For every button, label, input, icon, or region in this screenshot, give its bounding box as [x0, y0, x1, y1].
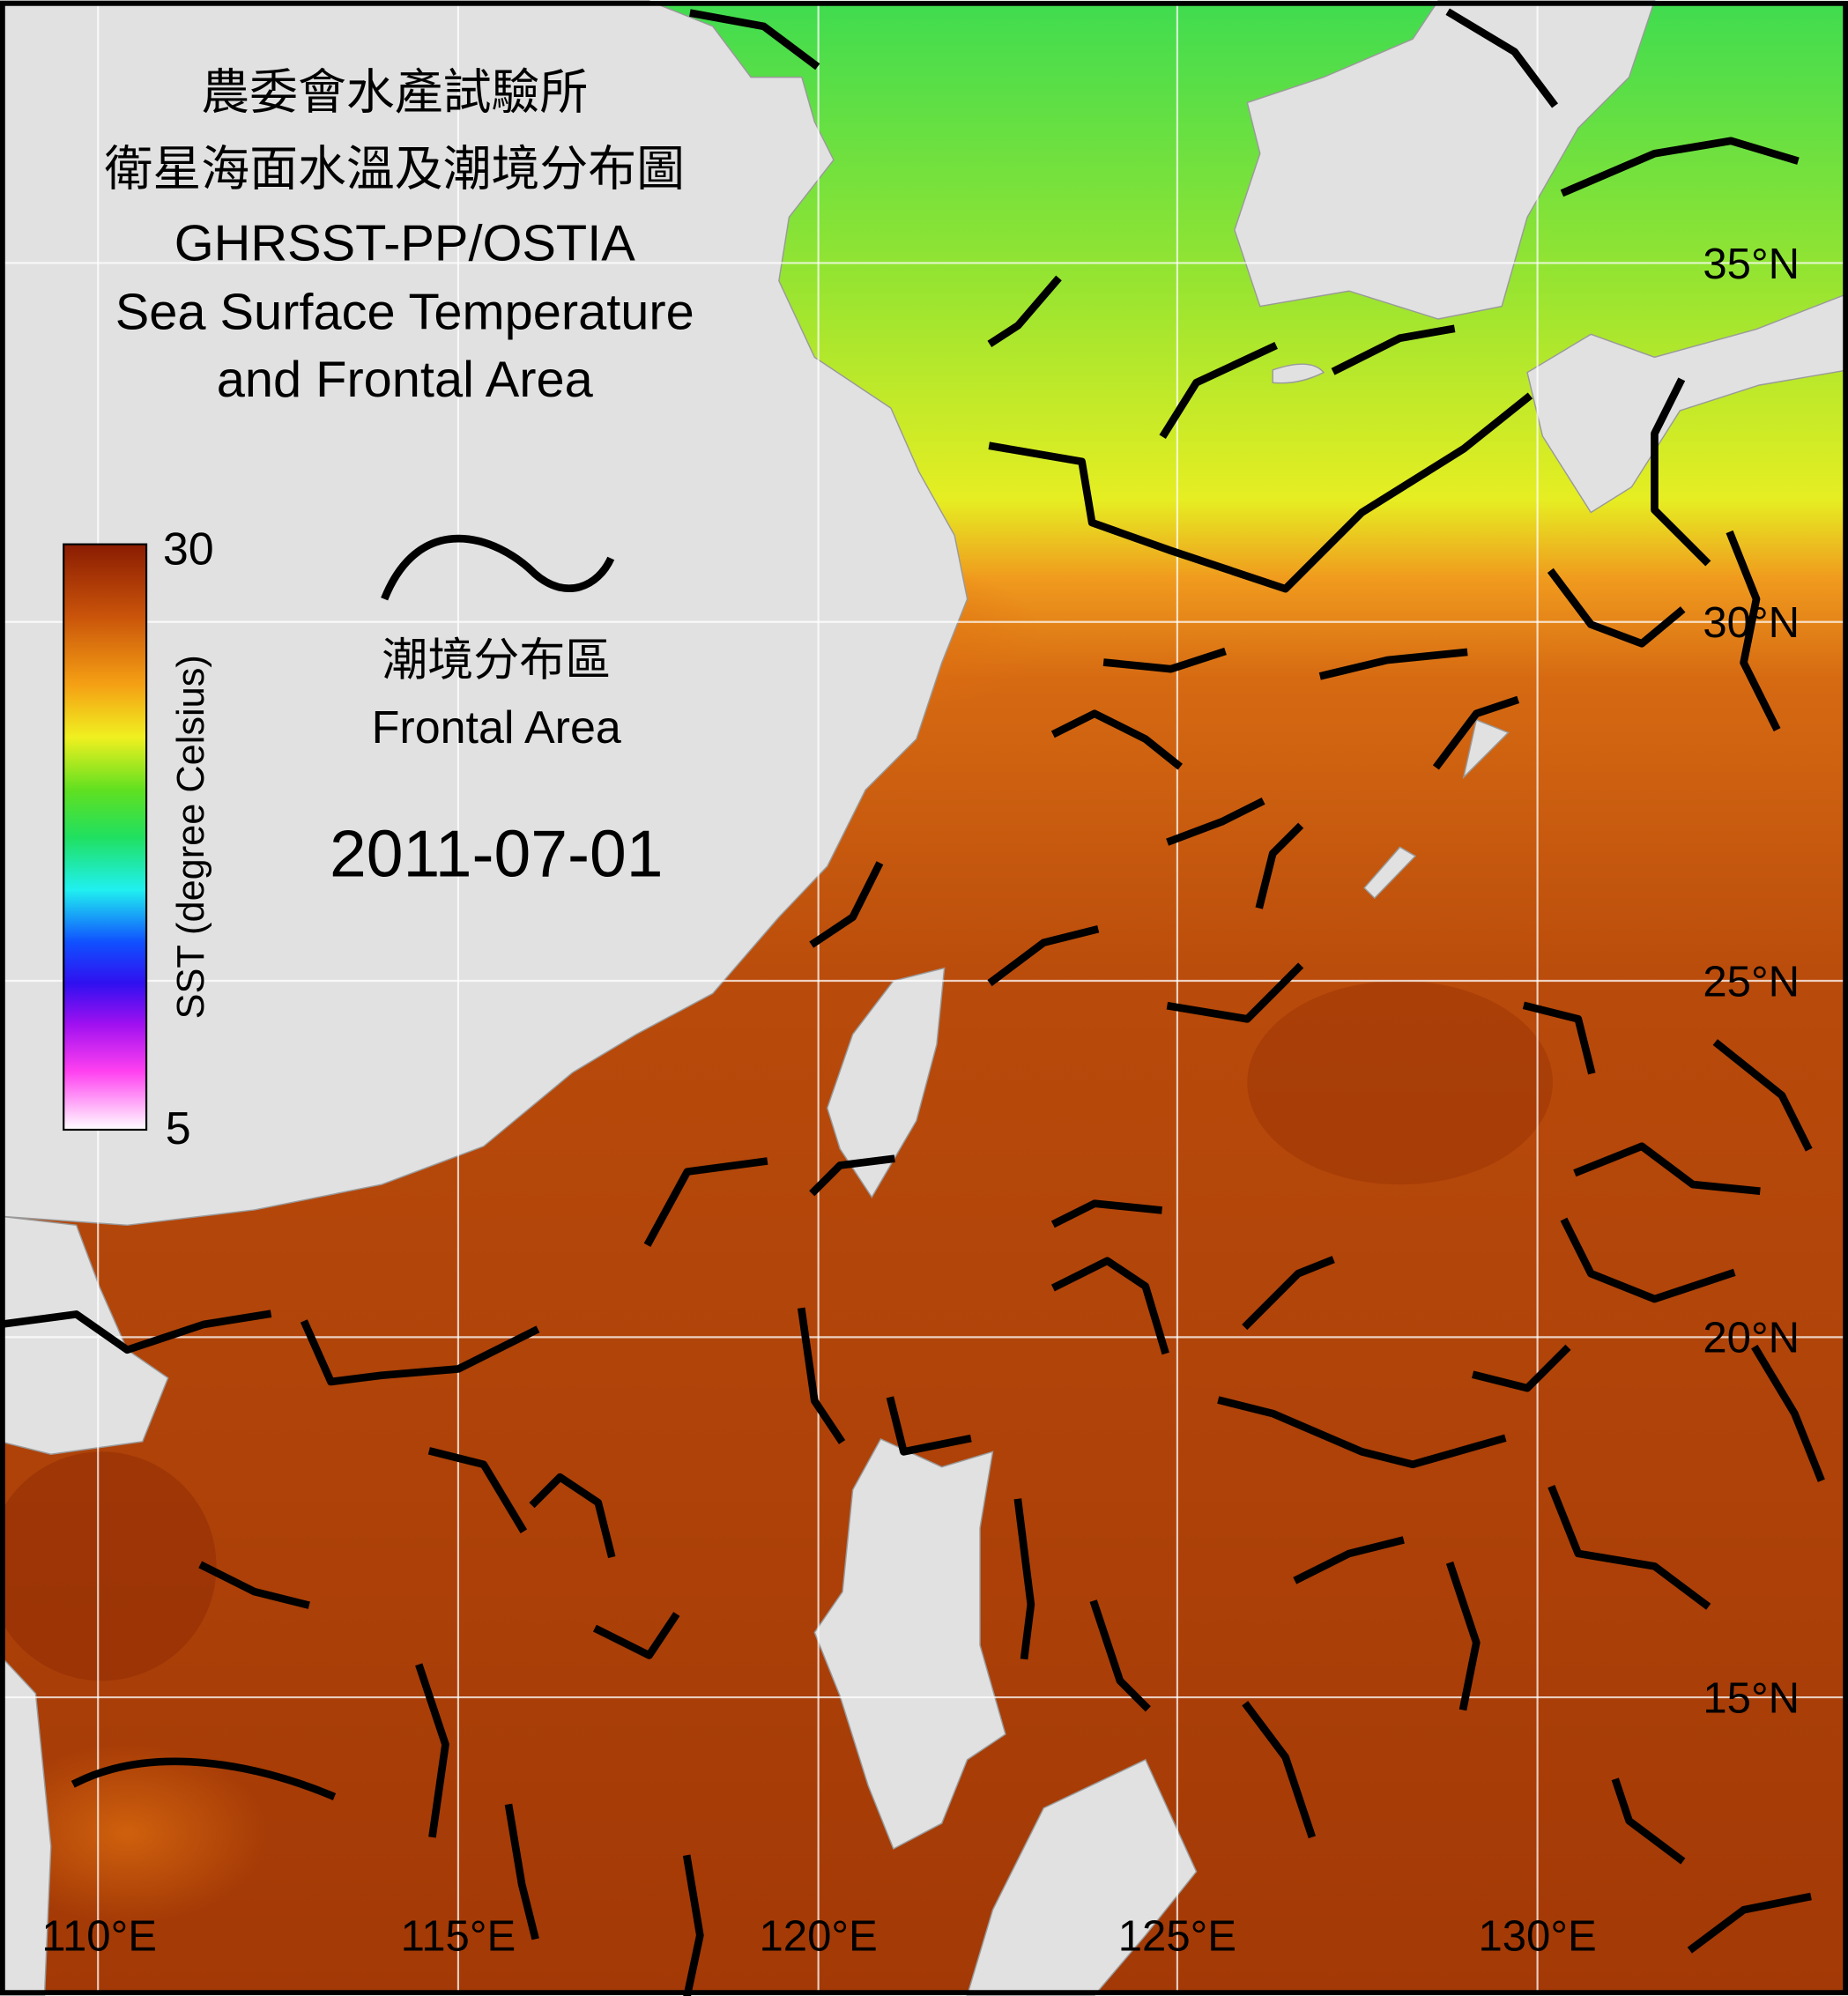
warm-patch	[0, 1451, 217, 1681]
colorbar-max: 30	[163, 524, 214, 575]
lat-label: 25°N	[1703, 958, 1800, 1005]
colorbar-label: SST (degree Celsius)	[170, 655, 212, 1019]
colorbar: 30 5 SST (degree Celsius)	[63, 524, 214, 1154]
legend-symbol	[381, 534, 615, 601]
lon-label: 110°E	[41, 1912, 157, 1960]
lat-labels: 35°N 30°N 25°N 20°N 15°N	[1703, 241, 1800, 1723]
title-line: GHRSST-PP/OSTIA	[174, 216, 636, 272]
warm-patch	[1247, 981, 1553, 1185]
lon-label: 130°E	[1478, 1912, 1596, 1960]
lon-label: 115°E	[401, 1912, 516, 1960]
legend-label-en: Frontal Area	[372, 702, 621, 753]
colorbar-min: 5	[166, 1103, 191, 1154]
lat-label: 35°N	[1703, 241, 1800, 288]
date: 2011-07-01	[330, 817, 663, 891]
legend-label-zh: 潮境分布區	[382, 634, 611, 686]
lat-label: 15°N	[1703, 1674, 1800, 1722]
warm-patch	[0, 1744, 268, 1923]
title-line: Sea Surface Temperature	[115, 285, 694, 341]
title-block: 農委會水產試驗所 衛星海面水溫及潮境分布圖 GHRSST-PP/OSTIA Se…	[104, 65, 694, 408]
lat-label: 30°N	[1703, 599, 1800, 647]
legend: 潮境分布區 Frontal Area 2011-07-01	[330, 534, 663, 891]
frontal-lines	[0, 8, 1825, 1996]
title-line: and Frontal Area	[217, 352, 594, 408]
title-line: 衛星海面水溫及潮境分布圖	[104, 141, 685, 196]
lat-label: 20°N	[1703, 1315, 1800, 1362]
lon-labels: 110°E 115°E 120°E 125°E 130°E	[41, 1912, 1596, 1960]
colorbar-ramp	[63, 543, 148, 1132]
title-line: 農委會水產試驗所	[201, 65, 588, 120]
lon-label: 125°E	[1118, 1912, 1236, 1960]
lon-label: 120°E	[759, 1912, 877, 1960]
